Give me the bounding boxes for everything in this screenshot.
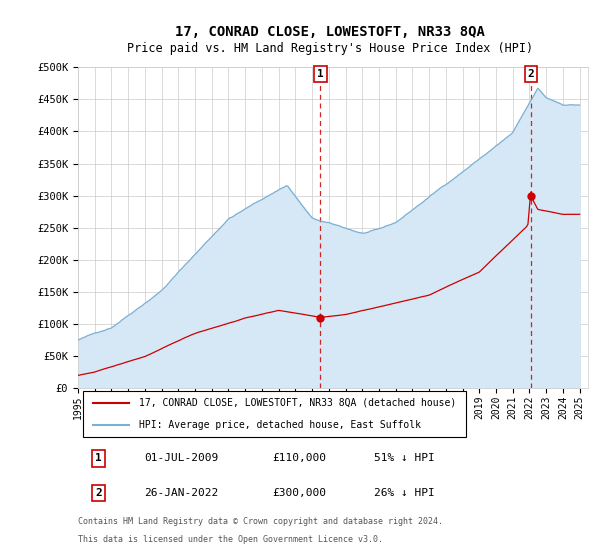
Text: £300,000: £300,000 <box>272 488 326 498</box>
Text: 26% ↓ HPI: 26% ↓ HPI <box>374 488 434 498</box>
Text: 2: 2 <box>527 69 534 79</box>
Text: 1: 1 <box>317 69 324 79</box>
Text: HPI: Average price, detached house, East Suffolk: HPI: Average price, detached house, East… <box>139 419 421 430</box>
Text: Contains HM Land Registry data © Crown copyright and database right 2024.: Contains HM Land Registry data © Crown c… <box>78 517 443 526</box>
Text: 26-JAN-2022: 26-JAN-2022 <box>145 488 218 498</box>
Text: £110,000: £110,000 <box>272 453 326 463</box>
Text: Price paid vs. HM Land Registry's House Price Index (HPI): Price paid vs. HM Land Registry's House … <box>127 42 533 55</box>
Text: 17, CONRAD CLOSE, LOWESTOFT, NR33 8QA: 17, CONRAD CLOSE, LOWESTOFT, NR33 8QA <box>175 25 485 39</box>
Text: This data is licensed under the Open Government Licence v3.0.: This data is licensed under the Open Gov… <box>78 535 383 544</box>
Text: 17, CONRAD CLOSE, LOWESTOFT, NR33 8QA (detached house): 17, CONRAD CLOSE, LOWESTOFT, NR33 8QA (d… <box>139 398 457 408</box>
FancyBboxPatch shape <box>83 391 466 437</box>
Text: 01-JUL-2009: 01-JUL-2009 <box>145 453 218 463</box>
Text: 1: 1 <box>95 453 102 463</box>
Text: 51% ↓ HPI: 51% ↓ HPI <box>374 453 434 463</box>
Text: 2: 2 <box>95 488 102 498</box>
